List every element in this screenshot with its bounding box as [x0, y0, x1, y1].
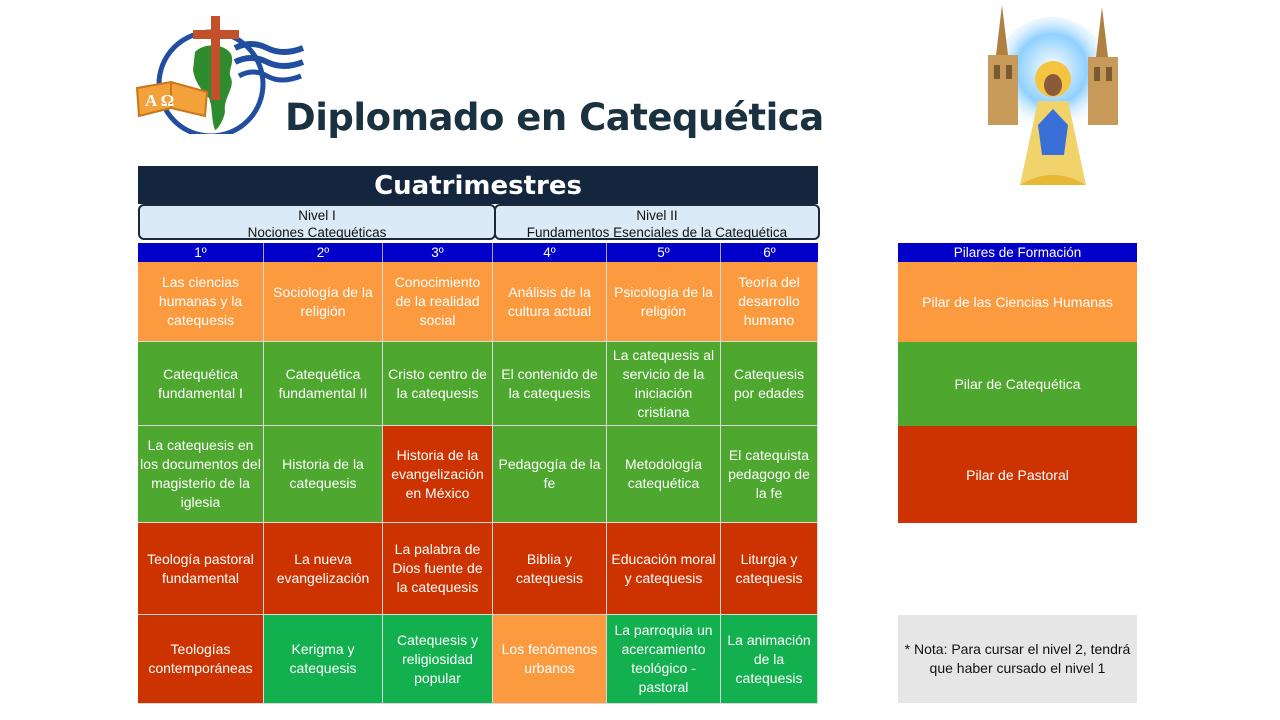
diplomado-logo: A Ω: [135, 12, 307, 139]
cuatrimestres-header: Cuatrimestres: [138, 166, 818, 204]
course-cell: Catequesis por edades: [721, 342, 818, 426]
course-cell: Sociología de la religión: [264, 262, 383, 342]
course-cell: Historia de la evangelización en México: [383, 426, 493, 523]
course-cell: Historia de la catequesis: [264, 426, 383, 523]
semester-1: 1º: [138, 243, 264, 262]
level-2-name: Nivel II: [636, 208, 678, 223]
course-cell: Conocimiento de la realidad social: [383, 262, 493, 342]
course-cell: Educación moral y catequesis: [607, 523, 721, 615]
course-cell: La catequesis en los documentos del magi…: [138, 426, 264, 523]
course-cell: Psicología de la religión: [607, 262, 721, 342]
course-cell: Liturgia y catequesis: [721, 523, 818, 615]
pillar-item: Pilar de Catequética: [898, 342, 1137, 426]
course-cell: La parroquia un acercamiento teológico -…: [607, 615, 721, 704]
course-cell: Metodología catequética: [607, 426, 721, 523]
book-letters: A Ω: [145, 91, 174, 110]
course-cell: La catequesis al servicio de la iniciaci…: [607, 342, 721, 426]
course-cell: Teoría del desarrollo humano: [721, 262, 818, 342]
church-image: [980, 5, 1130, 187]
course-cell: Biblia y catequesis: [493, 523, 607, 615]
course-cell: Los fenómenos urbanos: [493, 615, 607, 704]
course-cell: El catequista pedagogo de la fe: [721, 426, 818, 523]
course-cell: La palabra de Dios fuente de la cateques…: [383, 523, 493, 615]
course-cell: Las ciencias humanas y la catequesis: [138, 262, 264, 342]
pillars-title: Pilares de Formación: [898, 243, 1137, 262]
semester-6: 6º: [763, 245, 776, 260]
semester-3: 3º: [383, 243, 493, 262]
course-cell: Teología pastoral fundamental: [138, 523, 264, 615]
semester-5: 5º: [607, 243, 721, 262]
pillar-item: Pilar de las Ciencias Humanas: [898, 262, 1137, 342]
course-cell: El contenido de la catequesis: [493, 342, 607, 426]
course-cell: Teologías contemporáneas: [138, 615, 264, 704]
note-box: * Nota: Para cursar el nivel 2, tendrá q…: [898, 615, 1137, 703]
course-cell: Catequética fundamental I: [138, 342, 264, 426]
level-2-subtitle: Fundamentos Esenciales de la Catequética: [526, 225, 788, 240]
course-cell: Kerigma y catequesis: [264, 615, 383, 704]
course-cell: Análisis de la cultura actual: [493, 262, 607, 342]
course-cell: Catequética fundamental II: [264, 342, 383, 426]
level-1-box: Nivel I Nociones Catequéticas: [138, 204, 496, 240]
course-cell: Cristo centro de la catequesis: [383, 342, 493, 426]
level-1-subtitle: Nociones Catequéticas: [247, 225, 387, 240]
course-cell: La nueva evangelización: [264, 523, 383, 615]
pillar-item: Pilar de Pastoral: [898, 426, 1137, 523]
semester-row: 1º 2º 3º 4º 5º 6º: [138, 243, 818, 262]
page-title: Diplomado en Catequética: [285, 96, 824, 139]
course-cell: Catequesis y religiosidad popular: [383, 615, 493, 704]
semester-2: 2º: [264, 243, 383, 262]
course-cell: Pedagogía de la fe: [493, 426, 607, 523]
level-1-name: Nivel I: [298, 208, 336, 223]
level-2-box: Nivel II Fundamentos Esenciales de la Ca…: [494, 204, 820, 240]
course-cell: La animación de la catequesis: [721, 615, 818, 704]
semester-4: 4º: [493, 243, 607, 262]
